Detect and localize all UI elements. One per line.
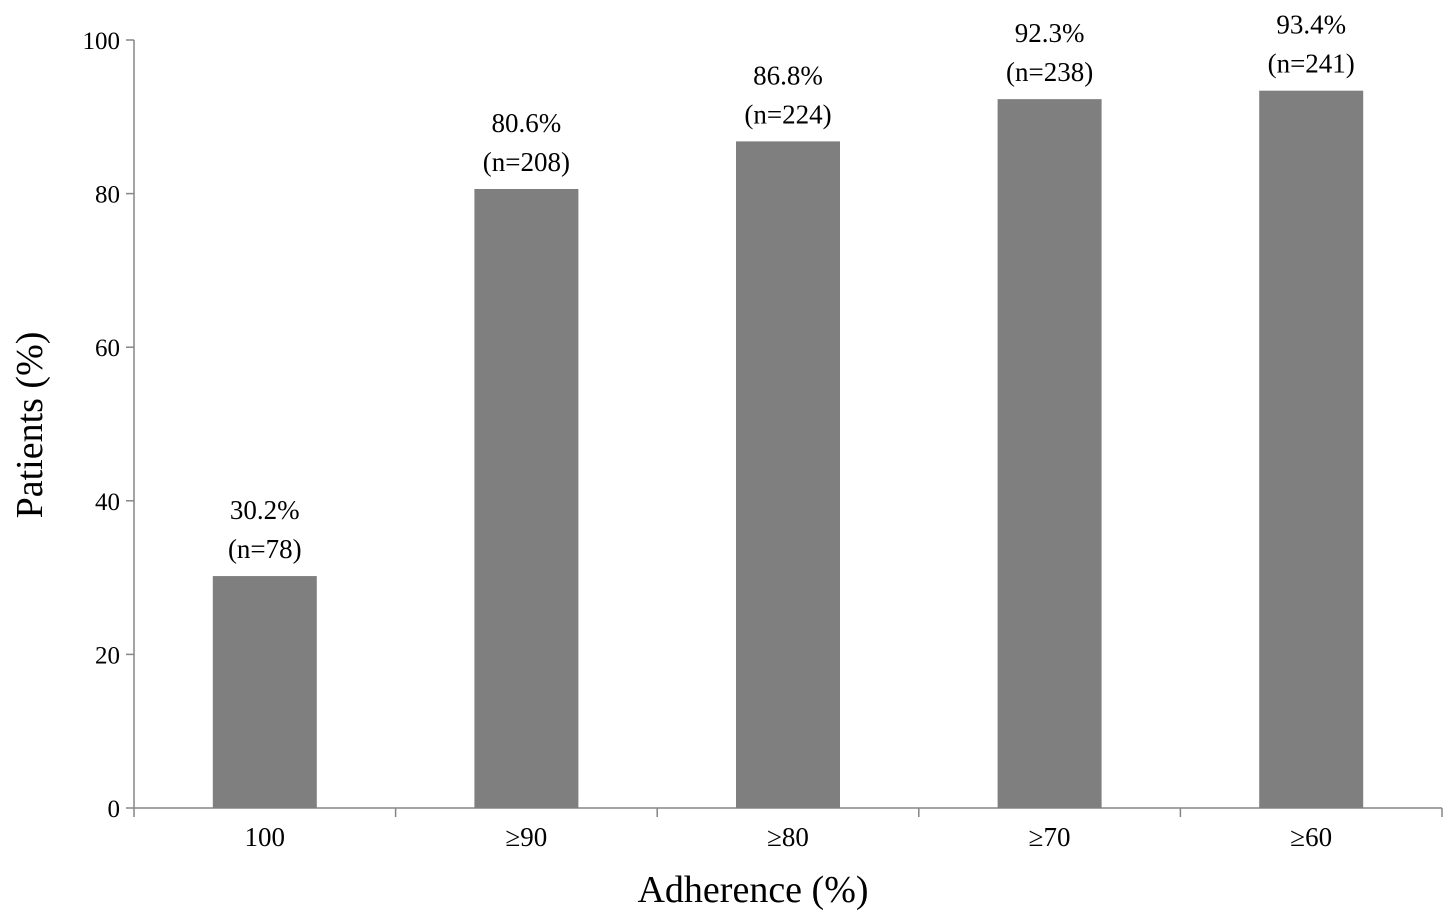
data-labels: 30.2% (n=78) 80.6% (n=208) 86.8% (n=224) 92.3%… [228, 10, 1355, 564]
data-label-count: (n=208) [483, 147, 570, 177]
data-label-percent: 80.6% [492, 108, 562, 138]
x-tick-label: ≥70 [1029, 822, 1071, 852]
bar [474, 188, 579, 808]
data-label-percent: 86.8% [753, 60, 823, 90]
data-label-percent: 30.2% [230, 495, 300, 525]
y-tick-label: 40 [95, 489, 120, 516]
bar [1259, 90, 1364, 809]
x-axis-title: Adherence (%) [637, 869, 868, 911]
x-tick-label: ≥60 [1290, 822, 1332, 852]
x-tick-label: ≥80 [767, 822, 809, 852]
data-label-percent: 92.3% [1015, 18, 1085, 48]
bar [736, 141, 840, 809]
data-label-count: (n=78) [228, 534, 302, 564]
bar [212, 576, 317, 808]
bars [212, 90, 1364, 809]
y-tick-label: 0 [108, 796, 121, 823]
data-label-percent: 93.4% [1276, 10, 1346, 40]
y-tick-label: 100 [83, 28, 121, 55]
tick-labels: 0 20 40 60 80 100 100 ≥90 ≥80 ≥70 ≥60 [83, 28, 1333, 852]
y-tick-label: 60 [95, 335, 120, 362]
x-tick-label: ≥90 [505, 822, 547, 852]
y-tick-label: 20 [95, 642, 120, 669]
y-axis-title: Patients (%) [9, 332, 51, 519]
data-label-count: (n=238) [1006, 57, 1093, 87]
y-tick-label: 80 [95, 182, 120, 209]
x-tick-label: 100 [245, 822, 286, 852]
bar [997, 99, 1102, 809]
data-label-count: (n=241) [1268, 49, 1355, 79]
data-label-count: (n=224) [744, 99, 831, 129]
